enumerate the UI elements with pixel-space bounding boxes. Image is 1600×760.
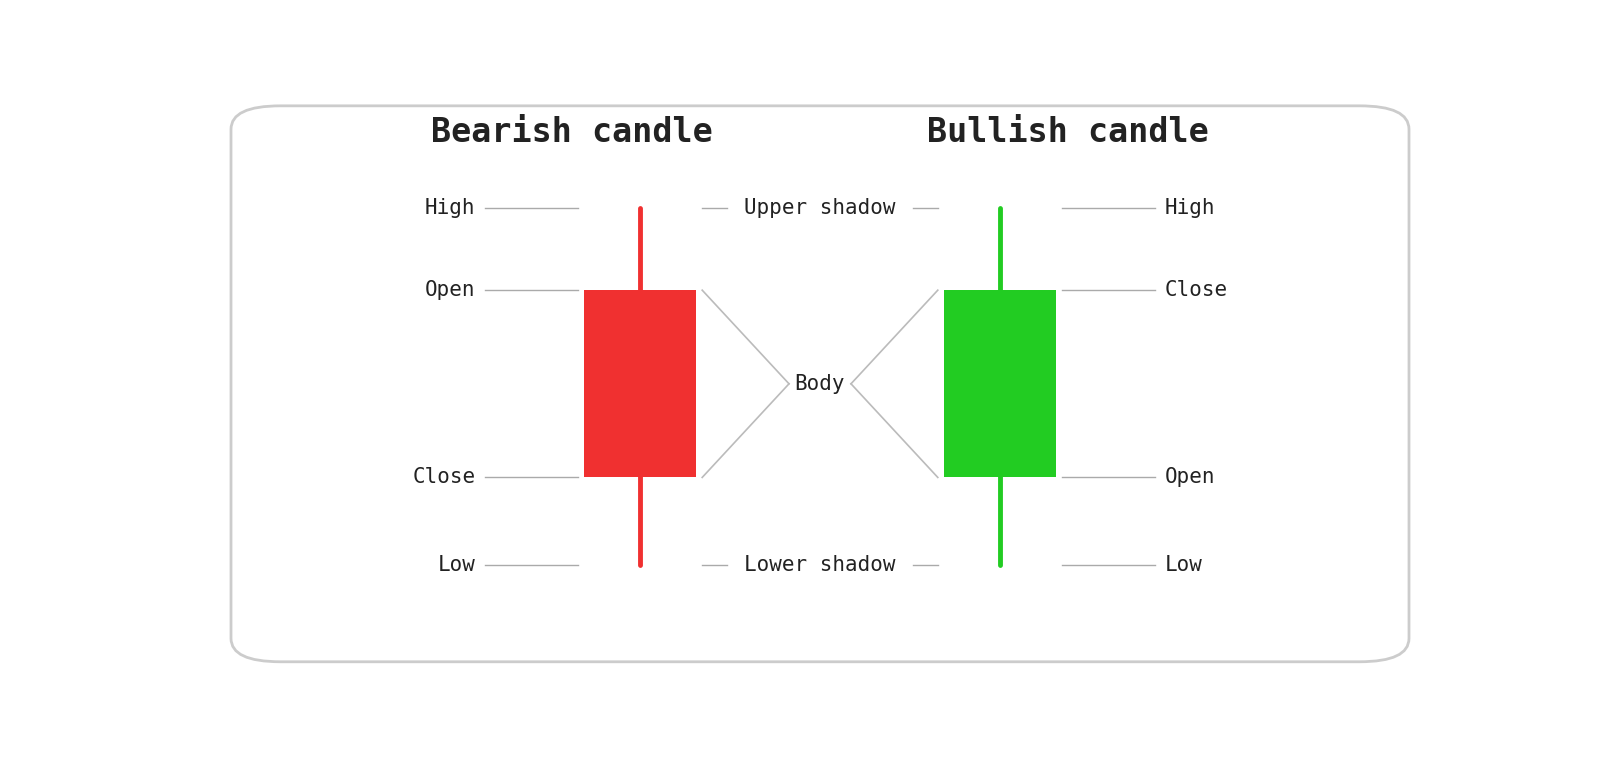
Text: Open: Open <box>1165 467 1216 487</box>
Text: Body: Body <box>795 374 845 394</box>
Bar <box>584 290 696 477</box>
Text: Bullish candle: Bullish candle <box>926 116 1210 149</box>
FancyBboxPatch shape <box>230 106 1410 662</box>
Text: Close: Close <box>1165 280 1227 300</box>
Text: Lower shadow: Lower shadow <box>744 556 896 575</box>
Text: Low: Low <box>1165 556 1203 575</box>
Bar <box>944 290 1056 477</box>
Text: Close: Close <box>413 467 475 487</box>
Text: Bearish candle: Bearish candle <box>430 116 714 149</box>
Text: Upper shadow: Upper shadow <box>744 198 896 218</box>
Text: Low: Low <box>437 556 475 575</box>
Text: Open: Open <box>424 280 475 300</box>
Text: High: High <box>424 198 475 218</box>
Text: High: High <box>1165 198 1216 218</box>
